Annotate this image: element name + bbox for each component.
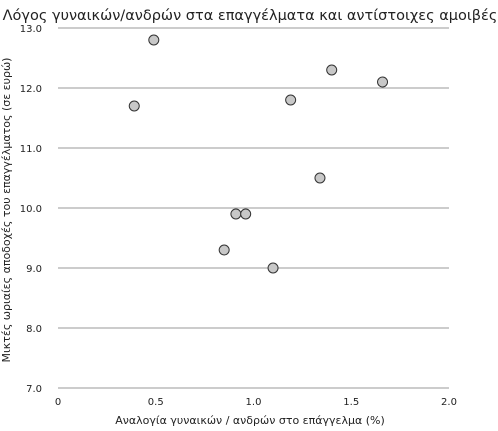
data-point [148, 34, 160, 46]
data-point [128, 100, 140, 112]
data-points [128, 34, 389, 274]
y-tick-labels: 7.0 8.0 9.0 10.0 11.0 12.0 13.0 [20, 24, 42, 395]
data-point [230, 208, 242, 220]
y-tick-label: 8.0 [26, 324, 42, 335]
y-tick-label: 11.0 [20, 144, 42, 155]
y-axis-label: Μικτές ωριαίες αποδοχές του επαγγέλματος… [0, 58, 13, 363]
x-axis-label: Αναλογία γυναικών / ανδρών στο επάγγελμα… [115, 414, 385, 427]
y-tick-label: 9.0 [26, 264, 42, 275]
x-tick-labels: 0 0.5 1.0 1.5 2.0 [55, 397, 457, 408]
data-point [267, 262, 279, 274]
y-tick-label: 12.0 [20, 84, 42, 95]
chart-title: Λόγος γυναικών/ανδρών στα επαγγέλματα κα… [3, 8, 498, 24]
y-tick-label: 13.0 [20, 24, 42, 35]
data-point [240, 208, 252, 220]
data-point [314, 172, 326, 184]
x-tick-label: 1.5 [343, 397, 359, 408]
data-point [218, 244, 230, 256]
x-tick-label: 2.0 [441, 397, 457, 408]
data-point [285, 94, 297, 106]
x-tick-label: 0 [55, 397, 61, 408]
gridlines [58, 27, 449, 389]
data-point [326, 64, 338, 76]
x-tick-label: 0.5 [148, 397, 164, 408]
y-tick-label: 10.0 [20, 204, 42, 215]
y-tick-label: 7.0 [26, 384, 42, 395]
data-point [377, 76, 389, 88]
x-tick-label: 1.0 [246, 397, 262, 408]
